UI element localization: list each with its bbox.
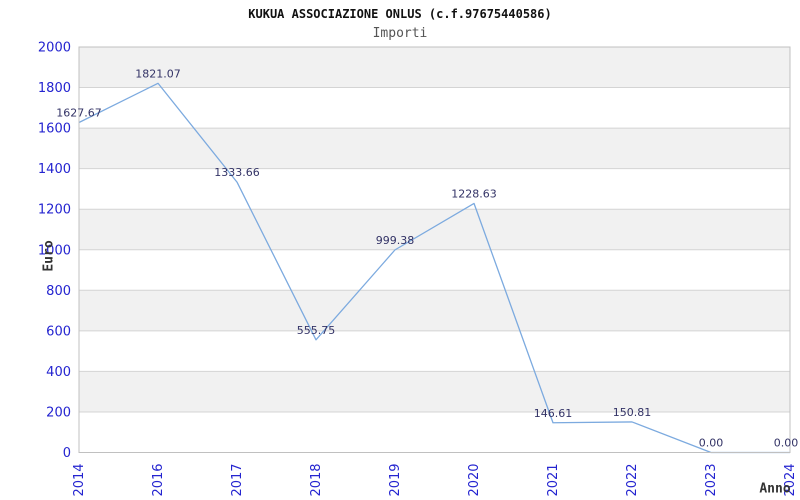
- x-tick-label: 2022: [625, 463, 640, 496]
- y-tick-label: 1600: [38, 122, 71, 137]
- data-point-label: 999.38: [376, 234, 415, 247]
- x-tick-label: 2021: [546, 463, 561, 496]
- plot-band: [79, 47, 790, 88]
- plot-band: [79, 128, 790, 169]
- x-tick-label: 2024: [783, 463, 798, 496]
- data-point-label: 0.00: [699, 437, 724, 450]
- y-tick-label: 800: [46, 284, 71, 299]
- x-tick-label: 2014: [72, 463, 87, 496]
- data-point-label: 1821.07: [135, 67, 181, 80]
- x-tick-label: 2023: [704, 463, 719, 496]
- y-tick-label: 600: [46, 324, 71, 339]
- x-axis-title: Anno: [759, 481, 791, 497]
- data-point-label: 0.00: [774, 437, 799, 450]
- data-point-label: 150.81: [613, 406, 652, 419]
- plot-band: [79, 290, 790, 331]
- y-tick-label: 1400: [38, 162, 71, 177]
- y-tick-label: 0: [63, 446, 71, 461]
- x-tick-label: 2017: [230, 463, 245, 496]
- chart-subtitle: Importi: [372, 26, 428, 41]
- x-tick-label: 2019: [388, 463, 403, 496]
- data-point-label: 146.61: [534, 407, 573, 420]
- y-tick-label: 400: [46, 365, 71, 380]
- x-tick-label: 2016: [151, 463, 166, 496]
- y-tick-label: 1000: [38, 243, 71, 258]
- data-line: [78, 82, 790, 454]
- x-tick-label: 2018: [309, 463, 324, 496]
- data-point-label: 555.75: [297, 324, 336, 337]
- data-point-label: 1333.66: [214, 166, 260, 179]
- y-tick-label: 200: [46, 405, 71, 420]
- y-tick-label: 2000: [38, 41, 71, 56]
- plot-band: [79, 371, 790, 412]
- y-tick-label: 1800: [38, 81, 71, 96]
- y-tick-label: 1200: [38, 203, 71, 218]
- data-point-label: 1627.67: [56, 106, 102, 119]
- data-point-label: 1228.63: [451, 187, 497, 200]
- chart-title: KUKUA ASSOCIAZIONE ONLUS (c.f.9767544058…: [248, 7, 552, 21]
- plot-band: [79, 209, 790, 250]
- plot-frame: [78, 46, 791, 453]
- y-axis-title: Euro: [41, 240, 57, 272]
- x-tick-label: 2020: [467, 463, 482, 496]
